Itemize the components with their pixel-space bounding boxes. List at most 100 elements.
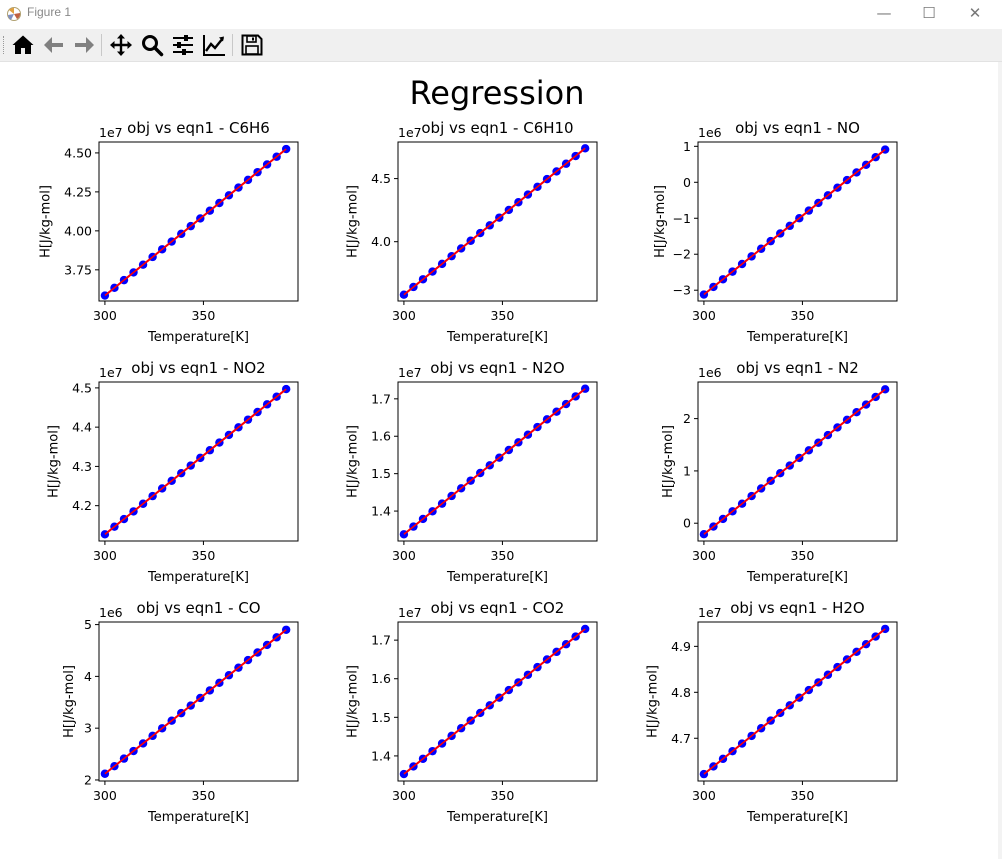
toolbar-separator (101, 34, 102, 56)
y-tick-label: 1.6 (371, 429, 391, 444)
window-right-edge (998, 62, 1002, 859)
x-axis-label: Temperature[K] (446, 330, 548, 345)
subplot-title: obj vs eqn1 - C6H6 (127, 119, 270, 137)
floppy-disk-icon (241, 34, 263, 56)
x-axis-label: Temperature[K] (746, 810, 848, 825)
subplot: 300 350 2 3 4 5 1e6 obj vs eqn1 - CO Temperature… (62, 599, 299, 825)
y-tick-label: 1.6 (371, 671, 391, 686)
y-axis-label: H[J/kg-mol] (345, 425, 360, 498)
y-axis-label: H[J/kg-mol] (345, 185, 360, 258)
y-axis-label: H[J/kg-mol] (653, 185, 668, 258)
move-icon (110, 34, 132, 56)
subplot-title: obj vs eqn1 - CO (136, 599, 260, 617)
y-tick-label: 2 (683, 411, 691, 426)
offset-text: 1e7 (398, 605, 422, 620)
y-axis-label: H[J/kg-mol] (661, 425, 676, 498)
subplot: 300 350 1.4 1.5 1.6 1.7 1e7 obj vs eqn1 - CO2 Te… (345, 599, 598, 825)
y-tick-label: 4.3 (72, 459, 92, 474)
x-axis-label: Temperature[K] (147, 330, 249, 345)
x-tick-label: 350 (790, 308, 814, 323)
y-tick-label: −3 (673, 283, 691, 298)
figure-canvas[interactable]: Regression 300 350 3.75 4.00 4.25 4.5 0 1e7 obj … (0, 62, 1002, 859)
y-tick-label: 5 (84, 617, 92, 632)
fit-line-overlay (104, 388, 287, 535)
subplot-title: obj vs eqn1 - N2 (736, 359, 859, 377)
forward-button[interactable] (70, 32, 98, 58)
fit-line-overlay (703, 388, 886, 535)
save-button[interactable] (238, 32, 266, 58)
y-tick-label: 4.5 (72, 380, 92, 395)
x-tick-label: 300 (392, 788, 416, 803)
y-tick-label: 4.25 (64, 184, 92, 199)
x-tick-label: 350 (490, 308, 514, 323)
y-axis-label: H[J/kg-mol] (62, 665, 77, 738)
maximize-button[interactable]: ☐ (906, 0, 952, 28)
subplot-title: obj vs eqn1 - N2O (430, 359, 564, 377)
subplot-title: obj vs eqn1 - NO2 (131, 359, 265, 377)
y-tick-label: 4.4 (72, 420, 92, 435)
subplot: 300 350 4.0 4.5 1e7 obj vs eqn1 - C6H10 Temper… (345, 119, 598, 345)
y-tick-label: 3.75 (64, 262, 92, 277)
x-tick-label: 300 (93, 788, 117, 803)
minimize-button[interactable]: — (861, 0, 907, 28)
y-tick-label: 4.0 (371, 234, 391, 249)
x-tick-label: 350 (790, 548, 814, 563)
subplot: 300 350 3.75 4.00 4.25 4.50 1e7 obj vs eqn1 - C… (38, 119, 299, 345)
x-axis-label: Temperature[K] (746, 330, 848, 345)
zoom-button[interactable] (138, 32, 166, 58)
y-tick-label: 1.7 (371, 391, 391, 406)
edit-axis-button[interactable] (200, 32, 228, 58)
y-tick-label: 0 (683, 175, 691, 190)
x-tick-label: 350 (191, 788, 215, 803)
y-tick-label: 1.5 (371, 710, 391, 725)
arrow-left-icon (44, 37, 63, 53)
subplot: 300 350 −3 −2 −1 0 1 1e6 obj vs eqn1 - NO Tempera… (653, 119, 898, 345)
x-tick-label: 350 (191, 308, 215, 323)
arrow-right-icon (75, 37, 94, 53)
navigation-toolbar (0, 29, 1002, 62)
y-tick-label: 1.4 (371, 504, 391, 519)
fit-line-overlay (703, 628, 886, 775)
y-tick-label: 1.5 (371, 466, 391, 481)
maximize-icon: ☐ (922, 4, 936, 22)
y-tick-label: 4 (84, 669, 92, 684)
window-titlebar: Figure 1 — ☐ ✕ (0, 0, 1002, 28)
fit-line-overlay (104, 629, 287, 775)
toolbar-grip[interactable] (3, 36, 7, 54)
y-axis-label: H[J/kg-mol] (345, 665, 360, 738)
y-tick-label: 4.9 (671, 639, 691, 654)
subplot-title: obj vs eqn1 - CO2 (431, 599, 565, 617)
close-icon: ✕ (968, 4, 982, 22)
x-tick-label: 300 (93, 308, 117, 323)
x-tick-label: 350 (490, 788, 514, 803)
subplot-title: obj vs eqn1 - H2O (730, 599, 864, 617)
x-tick-label: 350 (790, 788, 814, 803)
y-tick-label: −1 (673, 211, 691, 226)
fit-line-overlay (403, 388, 586, 535)
y-tick-label: 4.8 (671, 685, 691, 700)
pan-button[interactable] (107, 32, 135, 58)
x-tick-label: 300 (392, 548, 416, 563)
y-tick-label: 1.4 (371, 748, 391, 763)
offset-text: 1e7 (398, 365, 422, 380)
x-axis-label: Temperature[K] (147, 570, 249, 585)
close-button[interactable]: ✕ (952, 0, 998, 28)
home-button[interactable] (9, 32, 37, 58)
figure-title: Regression (409, 74, 584, 112)
x-tick-label: 300 (392, 308, 416, 323)
y-tick-label: 4.5 (371, 171, 391, 186)
x-tick-label: 300 (692, 308, 716, 323)
y-axis-label: H[J/kg-mol] (38, 185, 53, 258)
line-chart-icon (203, 35, 225, 56)
y-axis-label: H[J/kg-mol] (46, 425, 61, 498)
configure-subplots-button[interactable] (169, 32, 197, 58)
y-tick-label: 4.00 (64, 223, 92, 238)
subplot: 300 350 4.7 4.8 4.9 1e7 obj vs eqn1 - H2O Tempe… (645, 599, 898, 825)
minimize-icon: — (876, 4, 892, 22)
subplot: 300 350 1.4 1.5 1.6 1.7 1e7 obj vs eqn1 - N2O Te… (345, 359, 598, 585)
x-tick-label: 300 (692, 548, 716, 563)
offset-text: 1e7 (99, 365, 123, 380)
back-button[interactable] (40, 32, 68, 58)
x-axis-label: Temperature[K] (446, 810, 548, 825)
fit-line-overlay (403, 147, 586, 296)
